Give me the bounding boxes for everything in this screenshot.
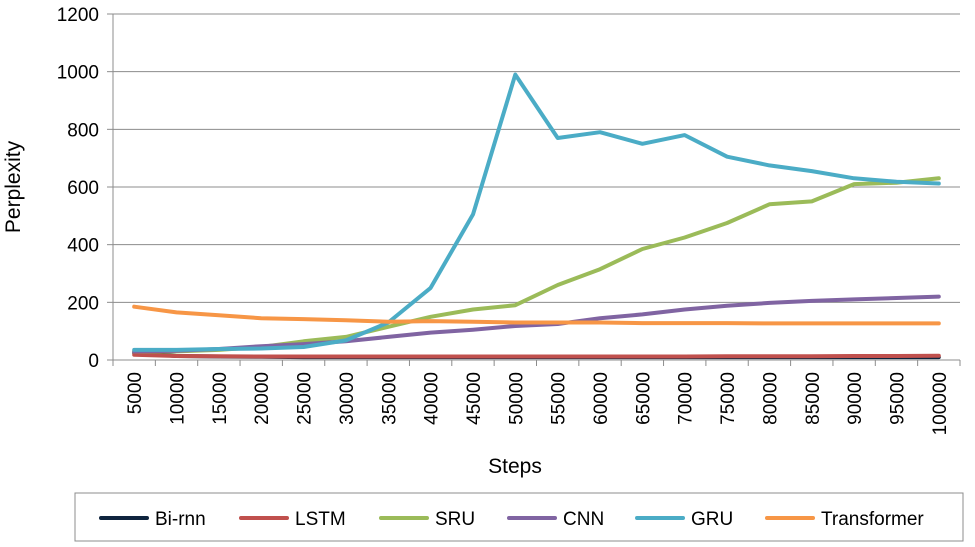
x-tick-label: 75000 — [718, 372, 739, 425]
x-tick-label: 20000 — [252, 372, 273, 425]
x-tick-label: 100000 — [930, 372, 951, 435]
y-tick-labels: 0 200 400 600 800 1000 1200 — [57, 5, 99, 372]
x-tick-label: 35000 — [379, 372, 400, 425]
x-tick-label: 85000 — [803, 372, 824, 425]
x-tick-label: 60000 — [591, 372, 612, 425]
y-tick-label: 600 — [67, 178, 99, 199]
x-tick-label: 25000 — [295, 372, 316, 425]
legend-label: SRU — [435, 509, 475, 530]
x-tick-label: 95000 — [887, 372, 908, 425]
x-tick-label: 50000 — [506, 372, 527, 425]
legend-label: CNN — [563, 509, 604, 530]
y-tick-label: 800 — [67, 120, 99, 141]
legend-label: GRU — [691, 509, 733, 530]
y-tick-label: 0 — [88, 351, 99, 372]
legend-label: Transformer — [821, 509, 924, 530]
legend: Bi-rnn LSTM SRU CNN GRU Transformer — [74, 492, 964, 542]
series-line-gru — [132, 72, 941, 352]
x-tick-label: 90000 — [845, 372, 866, 425]
y-tick-label: 1000 — [57, 63, 99, 84]
legend-label: Bi-rnn — [155, 509, 206, 530]
x-tick-labels: 5000 10000 15000 20000 25000 30000 35000 40000 4… — [125, 372, 951, 435]
axes — [107, 13, 961, 366]
x-tick-label: 45000 — [464, 372, 485, 425]
y-axis-title: Perplexity — [2, 140, 25, 233]
x-tick-label: 65000 — [633, 372, 654, 425]
x-tick-label: 70000 — [676, 372, 697, 425]
y-tick-label: 1200 — [57, 5, 99, 26]
legend-label: LSTM — [295, 509, 346, 530]
x-tick-label: 15000 — [210, 372, 231, 425]
y-tick-label: 400 — [67, 236, 99, 257]
series-line-lstm — [132, 352, 941, 359]
x-tick-label: 30000 — [337, 372, 358, 425]
gridlines — [113, 13, 960, 303]
x-tick-label: 10000 — [168, 372, 189, 425]
series-line-transformer — [132, 304, 941, 326]
x-tick-label: 55000 — [549, 372, 570, 425]
x-tick-label: 40000 — [422, 372, 443, 425]
series-line-cnn — [132, 294, 941, 354]
x-axis-title: Steps — [488, 455, 542, 478]
x-tick-label: 5000 — [125, 372, 146, 414]
series-lines — [132, 72, 941, 360]
x-tick-label: 80000 — [760, 372, 781, 425]
y-tick-label: 200 — [67, 293, 99, 314]
